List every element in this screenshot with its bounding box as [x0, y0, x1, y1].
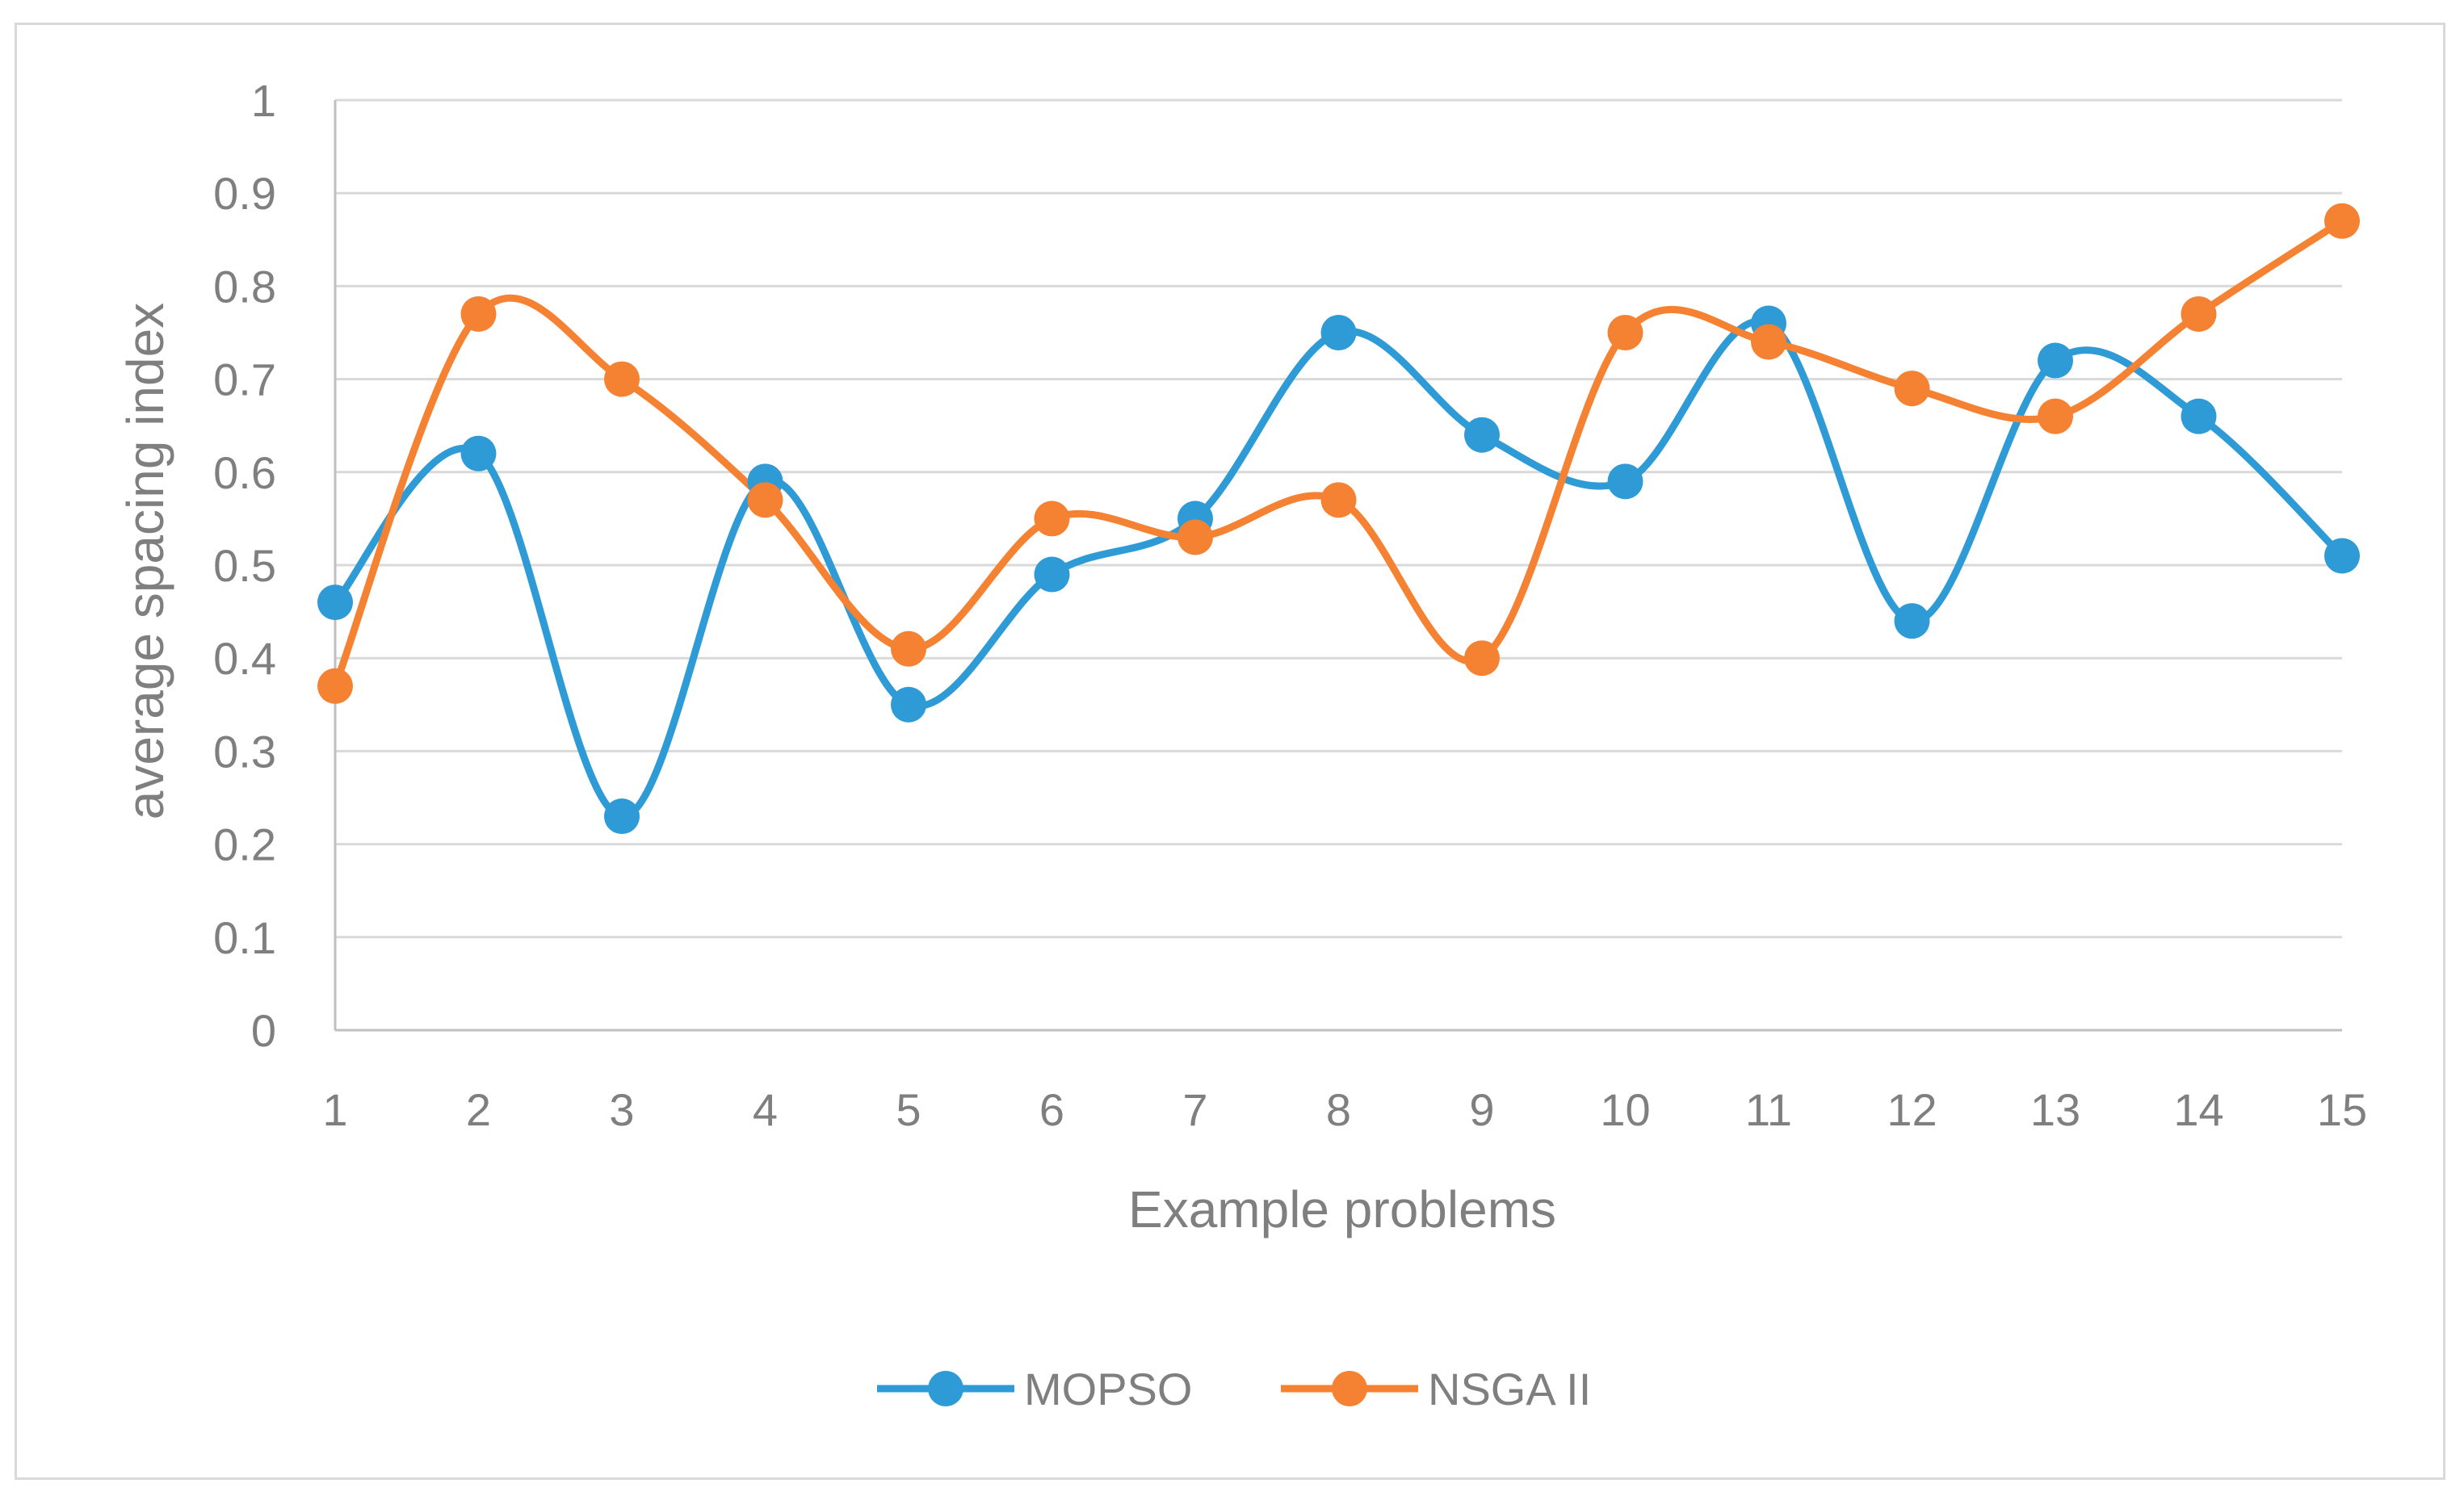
data-point-mopso — [1320, 315, 1357, 350]
data-point-nsga-ii — [2324, 203, 2360, 239]
data-point-mopso — [1034, 556, 1070, 593]
data-point-nsga-ii — [2038, 398, 2073, 434]
data-point-mopso — [1607, 463, 1643, 500]
y-tick-label: 0.7 — [213, 354, 276, 405]
x-tick-label: 11 — [1745, 1084, 1792, 1135]
x-tick-label: 15 — [2317, 1084, 2367, 1135]
data-point-nsga-ii — [1894, 371, 1930, 407]
data-point-mopso — [891, 686, 926, 723]
x-tick-label: 12 — [1887, 1084, 1937, 1135]
data-point-nsga-ii — [1034, 501, 1070, 537]
x-axis — [334, 100, 2342, 1032]
x-tick-label: 14 — [2173, 1084, 2223, 1135]
gridlines — [335, 98, 2342, 939]
y-tick-label: 0.5 — [213, 540, 276, 591]
data-point-mopso — [1464, 417, 1500, 453]
series-lines — [331, 217, 2346, 820]
data-point-mopso — [2324, 538, 2360, 574]
legend-marker-nsga-ii — [1332, 1371, 1367, 1406]
x-tick-label: 7 — [1182, 1084, 1207, 1135]
legend-marker-mopso — [928, 1371, 963, 1406]
data-point-mopso — [460, 435, 497, 471]
y-tick-label: 0.6 — [213, 447, 276, 498]
x-tick-label: 10 — [1600, 1084, 1650, 1135]
data-point-nsga-ii — [1320, 482, 1357, 518]
data-point-nsga-ii — [1464, 640, 1500, 677]
x-axis-ticks: 1 2 3 4 5 6 7 8 9 10 11 12 13 14 15 — [322, 1084, 2367, 1135]
x-tick-label: 1 — [322, 1084, 347, 1135]
y-tick-label: 0.9 — [213, 168, 276, 219]
series-line-mopso — [331, 317, 2346, 820]
x-axis-title: Example problems — [1128, 1180, 1556, 1238]
data-point-nsga-ii — [2181, 295, 2217, 332]
data-point-nsga-ii — [604, 361, 640, 397]
x-tick-label: 5 — [896, 1084, 921, 1135]
y-tick-label: 0.4 — [213, 633, 276, 684]
series-line-nsga-ii — [331, 217, 2346, 690]
data-point-nsga-ii — [891, 631, 926, 667]
x-tick-label: 4 — [753, 1084, 778, 1135]
legend-label-mopso: MOPSO — [1024, 1364, 1192, 1414]
series-markers — [317, 203, 2360, 835]
y-tick-label: 1 — [251, 75, 276, 126]
y-tick-label: 0.2 — [213, 819, 276, 870]
y-axis-ticks: 0 0.1 0.2 0.3 0.4 0.5 0.6 0.7 0.8 0.9 1 — [213, 75, 276, 1056]
x-tick-label: 3 — [609, 1084, 634, 1135]
y-tick-label: 0.3 — [213, 726, 276, 777]
data-point-nsga-ii — [460, 295, 497, 332]
data-point-mopso — [1894, 603, 1930, 639]
y-tick-label: 0.1 — [213, 912, 276, 963]
legend-label-nsga-ii: NSGA II — [1428, 1364, 1591, 1414]
x-tick-label: 2 — [466, 1084, 491, 1135]
x-tick-label: 13 — [2030, 1084, 2080, 1135]
y-axis-title: average spacing index — [116, 303, 174, 819]
y-tick-label: 0 — [251, 1005, 276, 1056]
data-point-mopso — [2038, 342, 2073, 379]
data-point-nsga-ii — [1177, 519, 1213, 555]
y-tick-label: 0.8 — [213, 261, 276, 312]
x-tick-label: 6 — [1039, 1084, 1064, 1135]
x-tick-label: 8 — [1326, 1084, 1351, 1135]
legend: MOPSO NSGA II — [877, 1364, 1591, 1414]
data-point-nsga-ii — [1607, 315, 1643, 350]
data-point-nsga-ii — [1751, 324, 1786, 360]
data-point-nsga-ii — [317, 668, 353, 704]
data-point-mopso — [604, 798, 640, 835]
x-tick-label: 9 — [1469, 1084, 1494, 1135]
data-point-nsga-ii — [747, 482, 783, 518]
data-point-mopso — [2181, 398, 2217, 434]
data-point-mopso — [317, 585, 353, 621]
